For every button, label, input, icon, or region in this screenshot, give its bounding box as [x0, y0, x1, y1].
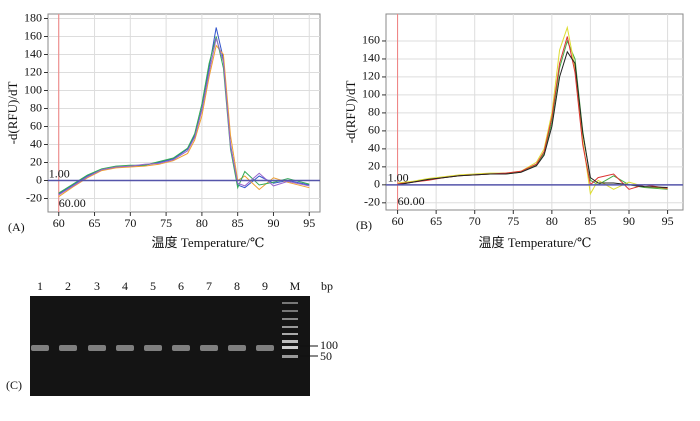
- x-axis-label: 温度 Temperature/℃: [479, 235, 592, 250]
- y-tick-label: 20: [368, 159, 380, 173]
- y-tick-label: 60: [30, 118, 42, 132]
- start-label: 60.00: [59, 196, 86, 210]
- x-tick-label: 95: [303, 216, 315, 230]
- lane-label: 8: [234, 279, 240, 293]
- y-tick-label: 120: [362, 69, 380, 83]
- y-tick-label: 140: [362, 51, 380, 65]
- x-tick-label: 65: [430, 214, 442, 228]
- y-tick-label: 60: [368, 123, 380, 137]
- x-tick-label: 90: [267, 216, 279, 230]
- lane-label: M: [290, 279, 301, 293]
- panel-label: (B): [356, 218, 372, 232]
- melt-curve: [58, 38, 310, 196]
- x-tick-label: 65: [89, 216, 101, 230]
- x-tick-label: 95: [662, 214, 674, 228]
- y-tick-label: 160: [362, 33, 380, 47]
- dna-band: [256, 345, 274, 351]
- marker-label: 50: [320, 349, 332, 363]
- dna-band: [144, 345, 162, 351]
- dna-band: [88, 345, 106, 351]
- melt-curve: [58, 36, 310, 194]
- plot-area: [47, 13, 321, 213]
- plot-area: [385, 13, 684, 211]
- y-tick-label: 20: [30, 154, 42, 168]
- threshold-label: 1.00: [49, 166, 70, 180]
- y-tick-label: -20: [26, 190, 42, 204]
- lane-label: 1: [37, 279, 43, 293]
- x-tick-label: 90: [623, 214, 635, 228]
- y-axis-label: -d(RFU)/dT: [343, 81, 358, 144]
- y-tick-label: 180: [24, 10, 42, 24]
- y-tick-label: 0: [374, 177, 380, 191]
- lane-label: 6: [178, 279, 184, 293]
- lane-label: 2: [65, 279, 71, 293]
- x-tick-label: 70: [469, 214, 481, 228]
- x-tick-label: 60: [392, 214, 404, 228]
- x-tick-label: 70: [124, 216, 136, 230]
- panel-label: (C): [6, 378, 22, 392]
- y-tick-label: 100: [362, 87, 380, 101]
- y-tick-label: 120: [24, 64, 42, 78]
- ladder: [282, 302, 298, 358]
- threshold-label: 1.00: [388, 171, 409, 185]
- x-tick-label: 80: [196, 216, 208, 230]
- lane-label: 9: [262, 279, 268, 293]
- dna-band: [116, 345, 134, 351]
- y-tick-label: 140: [24, 46, 42, 60]
- y-tick-label: 80: [30, 100, 42, 114]
- lane-label: 7: [206, 279, 212, 293]
- lane-label: 5: [150, 279, 156, 293]
- x-tick-label: 85: [232, 216, 244, 230]
- unit-label: bp: [321, 279, 333, 293]
- x-tick-label: 75: [507, 214, 519, 228]
- melt-curve: [58, 44, 310, 198]
- dna-band: [200, 345, 218, 351]
- y-tick-label: 40: [30, 136, 42, 150]
- y-axis-label: -d(RFU)/dT: [5, 82, 20, 145]
- melt-curve: [397, 50, 668, 188]
- x-tick-label: 85: [584, 214, 596, 228]
- dna-band: [172, 345, 190, 351]
- y-tick-label: -20: [364, 195, 380, 209]
- y-tick-label: 40: [368, 141, 380, 155]
- dna-band: [31, 345, 49, 351]
- y-tick-label: 80: [368, 105, 380, 119]
- x-tick-label: 80: [546, 214, 558, 228]
- x-tick-label: 60: [53, 216, 65, 230]
- marker-label: 100: [320, 338, 338, 352]
- dna-band: [228, 345, 246, 351]
- y-tick-label: 0: [36, 172, 42, 186]
- panel-label: (A): [8, 220, 25, 234]
- y-tick-label: 100: [24, 82, 42, 96]
- x-axis-label: 温度 Temperature/℃: [152, 235, 265, 250]
- lane-label: 3: [94, 279, 100, 293]
- dna-band: [59, 345, 77, 351]
- start-label: 60.00: [398, 194, 425, 208]
- y-tick-label: 160: [24, 28, 42, 42]
- lane-label: 4: [122, 279, 128, 293]
- x-tick-label: 75: [160, 216, 172, 230]
